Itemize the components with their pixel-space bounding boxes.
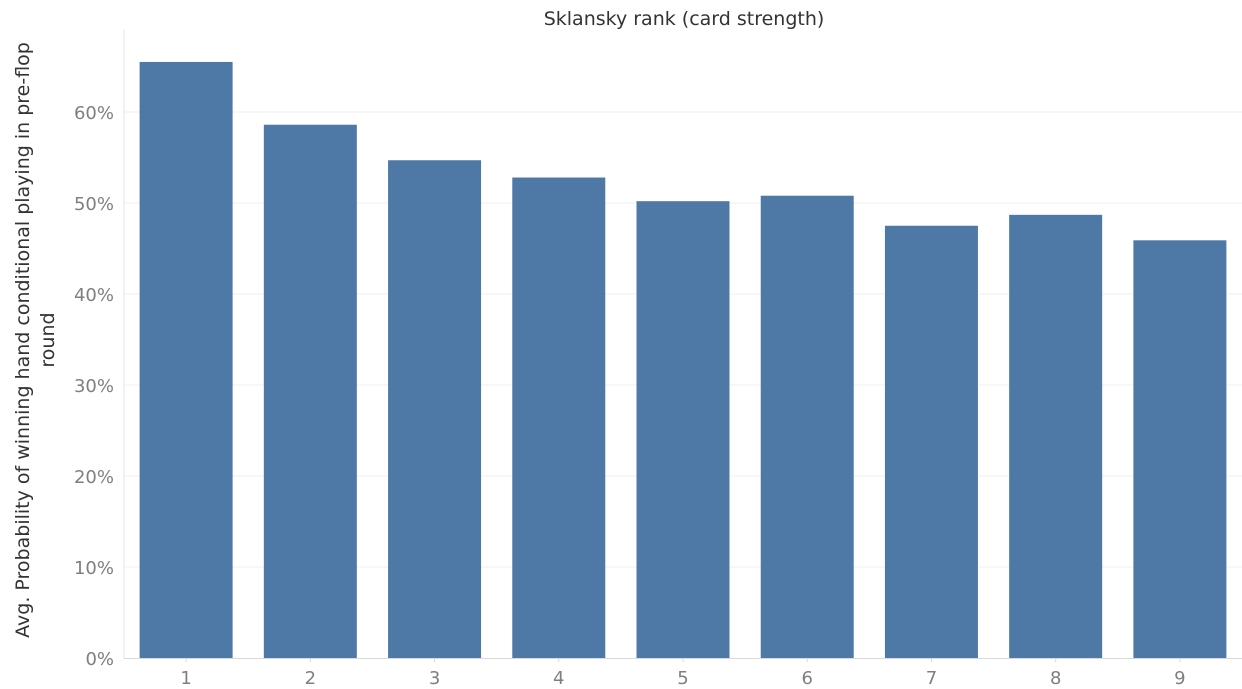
y-tick-label: 0% [85,649,114,670]
bar [1133,240,1227,658]
y-tick-label: 60% [74,103,114,124]
x-tick-label: 7 [926,668,937,689]
bar [388,160,482,659]
y-tick-label: 30% [74,376,114,397]
bar [263,124,357,659]
y-tick-label: 20% [74,467,114,488]
chart-title: Sklansky rank (card strength) [543,8,825,30]
x-tick-label: 5 [677,668,688,689]
x-tick-label: 1 [180,668,191,689]
bar [1009,214,1103,658]
bar [139,61,233,658]
bar [884,225,978,658]
x-tick-label: 2 [305,668,316,689]
x-tick-label: 4 [553,668,564,689]
bar [512,177,606,658]
x-tick-label: 3 [429,668,440,689]
y-tick-label: 10% [74,558,114,579]
x-tick-label: 8 [1050,668,1061,689]
bar [760,195,854,658]
y-tick-label: 40% [74,285,114,306]
y-tick-label: 50% [74,194,114,215]
bar [636,201,730,658]
x-tick-label: 6 [801,668,812,689]
x-tick-label: 9 [1174,668,1185,689]
